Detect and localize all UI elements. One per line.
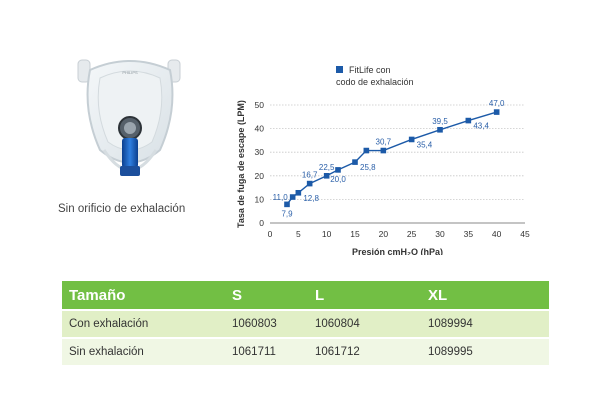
y-tick-label: 40 <box>255 124 265 134</box>
data-point <box>380 147 387 154</box>
x-tick-label: 0 <box>268 229 273 239</box>
x-tick-label: 30 <box>435 229 445 239</box>
data-label: 39,5 <box>432 117 448 126</box>
sizes-table: Tamaño S L XL Con exhalación 1060803 106… <box>62 281 549 365</box>
y-axis-label: Tasa de fuga de escape (LPM) <box>236 100 246 228</box>
table-row: Con exhalación 1060803 1060804 1089994 <box>62 309 549 337</box>
y-tick-label: 10 <box>255 194 265 204</box>
cell-s: 1060803 <box>232 318 277 330</box>
x-tick-label: 10 <box>322 229 332 239</box>
cell-xl: 1089995 <box>428 346 473 358</box>
data-point <box>493 109 500 115</box>
table-row: Sin exhalación 1061711 1061712 1089995 <box>62 337 549 365</box>
data-label: 47,0 <box>489 99 505 108</box>
data-label: 35,4 <box>417 140 433 149</box>
data-point <box>323 173 330 179</box>
y-tick-label: 50 <box>255 100 265 110</box>
cell-l: 1061712 <box>315 346 360 358</box>
cell-s: 1061711 <box>232 346 276 358</box>
data-point <box>352 159 358 165</box>
x-tick-label: 40 <box>492 229 502 239</box>
y-tick-label: 20 <box>255 171 265 181</box>
cell-l: 1060804 <box>315 318 360 330</box>
table-header-row: Tamaño S L XL <box>62 281 549 309</box>
data-label: 43,4 <box>473 122 489 131</box>
data-point <box>306 180 313 187</box>
x-tick-label: 5 <box>296 229 301 239</box>
data-label: 11,0 <box>273 193 289 202</box>
legend-line-2: codo de exhalación <box>336 77 414 87</box>
x-axis-label: Presión cmH₂O (hPa) <box>352 247 443 255</box>
x-tick-label: 35 <box>464 229 474 239</box>
row-label: Con exhalación <box>69 318 149 330</box>
x-tick-label: 25 <box>407 229 417 239</box>
mask-illustration: PHILIPS <box>60 50 200 200</box>
legend-swatch <box>336 66 343 73</box>
data-label: 30,7 <box>376 138 392 147</box>
legend-line-1: FitLife con <box>336 64 414 76</box>
y-tick-label: 0 <box>259 218 264 228</box>
brand-mark: PHILIPS <box>122 70 138 75</box>
data-point <box>284 201 290 208</box>
data-point <box>289 194 296 200</box>
data-label: 16,7 <box>302 171 318 180</box>
cell-xl: 1089994 <box>428 318 473 330</box>
data-point <box>465 117 472 124</box>
series-line <box>286 111 497 205</box>
x-tick-label: 20 <box>379 229 389 239</box>
chart-legend: FitLife con codo de exhalación <box>336 64 414 88</box>
data-point <box>408 136 415 143</box>
data-label: 20,0 <box>330 175 346 184</box>
data-label: 22,5 <box>319 163 335 172</box>
header-size: Tamaño <box>69 286 126 304</box>
data-point <box>335 167 341 173</box>
mask-image: PHILIPS <box>77 59 181 176</box>
header-l: L <box>315 286 325 304</box>
y-tick-label: 30 <box>255 147 265 157</box>
header-xl: XL <box>428 286 448 304</box>
data-point <box>363 147 370 154</box>
mask-caption: Sin orificio de exhalación <box>58 203 186 215</box>
data-label: 12,8 <box>303 194 319 203</box>
leak-rate-chart: 0 10 20 30 40 50 0 5 10 15 20 25 30 35 40 45 Presión cmH… <box>230 55 550 257</box>
data-point <box>437 126 443 133</box>
x-tick-label: 15 <box>350 229 360 239</box>
x-tick-label: 45 <box>520 229 530 239</box>
chart-svg: 0 10 20 30 40 50 0 5 10 15 20 25 30 35 40 45 Presión cmH… <box>236 99 530 257</box>
data-label: 25,8 <box>360 163 376 172</box>
data-point <box>295 189 302 196</box>
row-label: Sin exhalación <box>69 346 144 358</box>
header-s: S <box>232 286 243 304</box>
data-label: 7,9 <box>281 209 293 218</box>
